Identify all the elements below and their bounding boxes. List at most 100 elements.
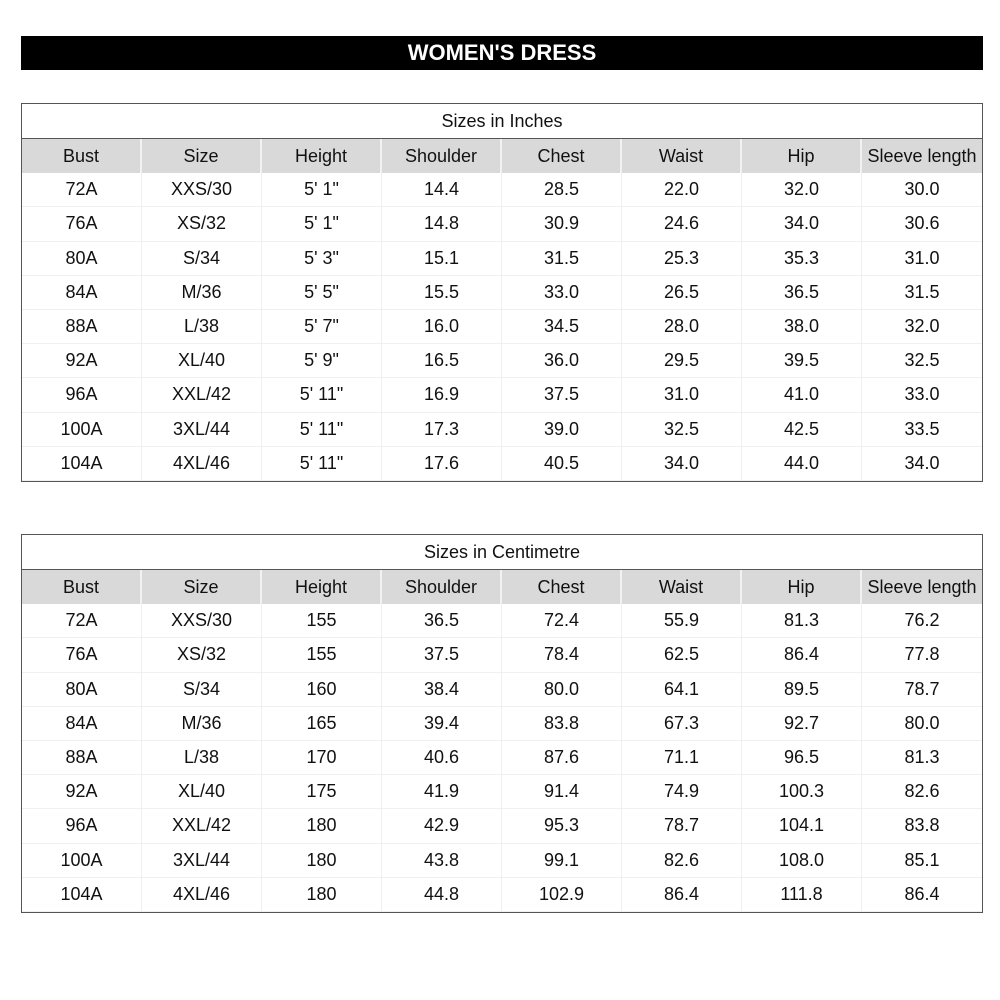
table-cell: 83.8: [862, 809, 982, 844]
table-cell: 35.3: [742, 241, 862, 276]
table-cell: 104.1: [742, 809, 862, 844]
table-cell: 32.0: [742, 173, 862, 208]
table-cell: XXS/30: [142, 173, 262, 208]
table-cell: 81.3: [742, 604, 862, 639]
table-cell: 28.5: [502, 173, 622, 208]
table-cell: 84A: [22, 275, 142, 310]
table-cell: M/36: [142, 275, 262, 310]
table-cell: 80.0: [862, 707, 982, 741]
table-cell: 5' 3": [262, 241, 382, 276]
inches-table: Sizes in Inches Bust Size Height Shoulder Che…: [21, 103, 983, 482]
table-cell: 88A: [22, 309, 142, 345]
table-cell: 180: [262, 809, 382, 844]
table-cell: 155: [262, 604, 382, 639]
table-cell: 71.1: [622, 740, 742, 776]
table-row: 100A 3XL/44 180 43.8 99.1 82.6 108.0 85.1: [22, 843, 982, 878]
table-cell: 26.5: [622, 275, 742, 310]
column-header: Sleeve length: [867, 576, 977, 597]
table-cell: 89.5: [742, 672, 862, 707]
table-cell: M/36: [142, 706, 262, 741]
column-header: Waist: [622, 139, 742, 174]
table-cell: 80A: [22, 672, 142, 707]
table-cell: 5' 11": [262, 378, 382, 413]
table-row: 72A XXS/30 5' 1" 14.4 28.5 22.0 32.0 30.0: [22, 173, 982, 208]
table-cell: 16.5: [382, 344, 502, 379]
table-cell: 34.0: [742, 207, 862, 242]
table-cell: 33.5: [862, 413, 982, 447]
table-cell: 92.7: [742, 706, 862, 741]
table-cell: XS/32: [142, 207, 262, 242]
table-cell: 77.8: [862, 638, 982, 673]
table-cell: 85.1: [862, 844, 982, 878]
table-cell: 36.0: [502, 344, 622, 379]
column-header: Hip: [742, 139, 862, 174]
table-cell: 100A: [22, 412, 142, 447]
table-row: 104A 4XL/46 180 44.8 102.9 86.4 111.8 86.4: [22, 877, 982, 912]
table-cell: 104A: [22, 446, 142, 481]
table-cell: L/38: [142, 740, 262, 776]
table-row: 84A M/36 165 39.4 83.8 67.3 92.7 80.0: [22, 706, 982, 741]
table-row: 76A XS/32 5' 1" 14.8 30.9 24.6 34.0 30.6: [22, 207, 982, 242]
column-header: Size: [142, 139, 262, 174]
table-cell: 22.0: [622, 173, 742, 208]
table-cell: 37.5: [502, 378, 622, 413]
table-cell: XXL/42: [142, 378, 262, 413]
table-cell: XL/40: [142, 344, 262, 379]
centimetre-table: Sizes in Centimetre Bust Size Height Shoulde…: [21, 534, 983, 913]
table-cell: XS/32: [142, 638, 262, 673]
table-cell: 14.4: [382, 173, 502, 208]
table-cell: 15.5: [382, 275, 502, 310]
table-cell: 34.5: [502, 309, 622, 345]
table-cell: 41.0: [742, 378, 862, 413]
table-cell: 86.4: [622, 877, 742, 912]
table-cell: 99.1: [502, 843, 622, 878]
table-cell: 33.0: [862, 378, 982, 413]
table-cell: 34.0: [622, 446, 742, 481]
column-header: Shoulder: [382, 570, 502, 605]
table-cell: 40.6: [382, 740, 502, 776]
table-cell: 5' 11": [262, 446, 382, 481]
table-cell: 95.3: [502, 809, 622, 844]
table-cell: 32.5: [622, 412, 742, 447]
table-cell: 31.5: [862, 276, 982, 310]
table-row: 96A XXL/42 180 42.9 95.3 78.7 104.1 83.8: [22, 809, 982, 844]
table-caption: Sizes in Centimetre: [22, 535, 982, 570]
table-cell: 15.1: [382, 241, 502, 276]
table-cell: L/38: [142, 309, 262, 345]
table-cell: 3XL/44: [142, 412, 262, 447]
table-cell: 40.5: [502, 446, 622, 481]
table-cell: 33.0: [502, 275, 622, 310]
table-cell: 25.3: [622, 241, 742, 276]
column-header: Bust: [22, 570, 142, 605]
table-cell: 62.5: [622, 638, 742, 673]
table-cell: 5' 1": [262, 207, 382, 242]
table-cell: 78.7: [862, 673, 982, 707]
table-cell: 104A: [22, 877, 142, 912]
table-cell: 31.0: [862, 242, 982, 276]
table-row: 92A XL/40 5' 9" 16.5 36.0 29.5 39.5 32.5: [22, 344, 982, 379]
table-cell: 76A: [22, 207, 142, 242]
header-row: Bust Size Height Shoulder Chest Waist Hip Sleev…: [22, 139, 982, 174]
column-header: Chest: [502, 139, 622, 174]
table-cell: 72.4: [502, 604, 622, 639]
table-caption: Sizes in Inches: [22, 104, 982, 139]
table-cell: 160: [262, 672, 382, 707]
column-header: Chest: [502, 570, 622, 605]
table-cell: 80A: [22, 241, 142, 276]
header-row: Bust Size Height Shoulder Chest Waist Hip Sleev…: [22, 570, 982, 605]
table-row: 72A XXS/30 155 36.5 72.4 55.9 81.3 76.2: [22, 604, 982, 639]
table-cell: 78.4: [502, 638, 622, 673]
table-cell: 28.0: [622, 309, 742, 345]
table-cell: XL/40: [142, 775, 262, 810]
table-cell: 30.9: [502, 207, 622, 242]
table-cell: S/34: [142, 672, 262, 707]
table-row: 80A S/34 5' 3" 15.1 31.5 25.3 35.3 31.0: [22, 241, 982, 276]
column-header: Size: [142, 570, 262, 605]
table-cell: 64.1: [622, 672, 742, 707]
table-cell: 180: [262, 843, 382, 878]
table-cell: 39.4: [382, 706, 502, 741]
table-cell: 30.0: [862, 173, 982, 208]
table-cell: 74.9: [622, 775, 742, 810]
table-cell: XXS/30: [142, 604, 262, 639]
table-cell: 39.5: [742, 344, 862, 379]
